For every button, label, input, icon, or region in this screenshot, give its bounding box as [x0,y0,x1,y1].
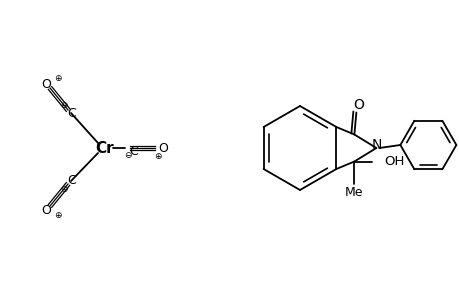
Text: O: O [352,98,363,112]
Text: ⊖: ⊖ [60,100,67,109]
Text: Cr: Cr [95,140,114,155]
Text: O: O [41,203,51,217]
Text: ⊖: ⊖ [60,184,67,194]
Text: C: C [67,106,76,119]
Text: ⊕: ⊕ [54,212,62,220]
Text: ⊕: ⊕ [54,74,62,82]
Text: ⊕: ⊕ [154,152,162,160]
Text: ⊖: ⊖ [124,151,131,160]
Text: C: C [67,175,76,188]
Text: N: N [370,138,381,152]
Text: O: O [41,77,51,91]
Text: OH: OH [384,155,404,168]
Text: O: O [158,142,168,154]
Text: Me: Me [344,186,363,199]
Text: C: C [129,145,138,158]
